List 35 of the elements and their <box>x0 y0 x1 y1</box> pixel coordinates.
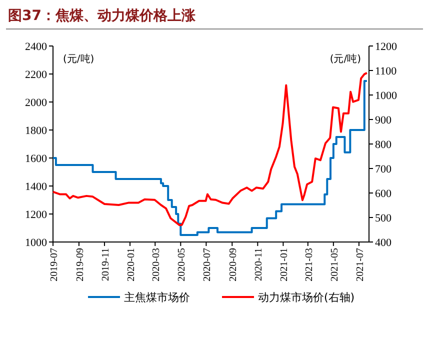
x-tick-label: 2020-01 <box>126 248 138 282</box>
y-tick-label: 1000 <box>25 237 48 249</box>
x-tick-label: 2019-11 <box>100 248 112 281</box>
y2-axis-title: (元/吨) <box>330 53 362 65</box>
x-tick-label: 2019-07 <box>49 248 60 282</box>
y2-tick-label: 900 <box>375 114 392 126</box>
y2-tick-label: 1100 <box>375 66 398 78</box>
x-tick-label: 2020-09 <box>228 248 240 282</box>
y-tick-label: 1600 <box>25 153 48 165</box>
chart-title: 图37：焦煤、动力煤价格上涨 <box>8 8 196 24</box>
x-tick-label: 2020-03 <box>151 248 162 282</box>
x-tick-label: 2021-03 <box>304 248 315 282</box>
x-tick-label: 2020-11 <box>254 248 265 281</box>
y-tick-label: 2000 <box>25 97 48 109</box>
y-tick-label: 1200 <box>25 209 48 221</box>
y2-tick-label: 1200 <box>375 41 398 53</box>
y2-tick-label: 500 <box>375 212 392 224</box>
y-axis-title: (元/吨) <box>63 53 94 65</box>
x-tick-label: 2021-07 <box>354 248 366 282</box>
x-tick-label: 2020-07 <box>202 248 214 282</box>
y2-tick-label: 600 <box>375 188 392 200</box>
y2-tick-label: 700 <box>375 164 392 176</box>
y-tick-label: 1400 <box>25 181 48 193</box>
legend-label: 动力煤市场价(右轴) <box>258 291 355 304</box>
y-tick-label: 1800 <box>25 125 48 137</box>
y2-tick-label: 800 <box>375 139 392 151</box>
x-tick-label: 2020-05 <box>176 248 188 282</box>
y2-tick-label: 1000 <box>375 90 398 102</box>
y-tick-label: 2400 <box>25 41 48 53</box>
y2-tick-label: 400 <box>375 237 392 249</box>
y-tick-label: 2200 <box>25 69 48 81</box>
legend-label: 主焦煤市场价 <box>124 291 190 304</box>
x-tick-label: 2019-09 <box>74 248 86 282</box>
x-tick-label: 2021-01 <box>279 248 290 282</box>
x-tick-label: 2021-05 <box>329 248 340 282</box>
